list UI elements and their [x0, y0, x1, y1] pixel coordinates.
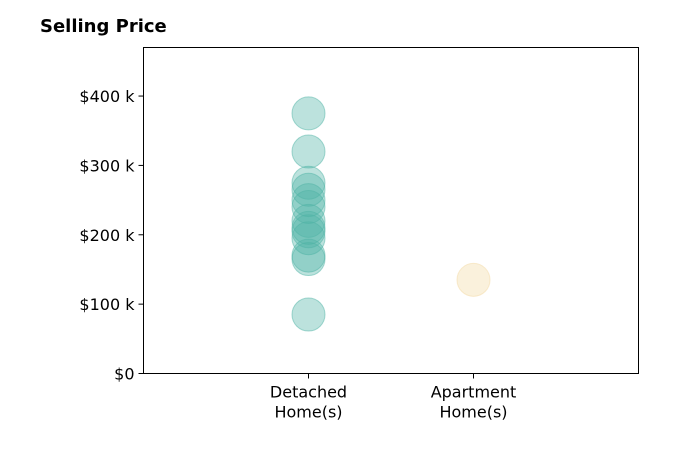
data-point	[291, 210, 326, 245]
data-points	[291, 96, 491, 332]
data-point	[291, 172, 326, 207]
data-point	[291, 134, 326, 169]
x-tick-label: Detached Home(s)	[270, 383, 347, 422]
y-tick-label: $100 k	[79, 295, 135, 314]
data-point	[291, 297, 326, 332]
y-tick-label: $0	[114, 365, 134, 384]
data-point	[291, 221, 326, 256]
data-point	[291, 96, 326, 131]
data-point	[291, 203, 326, 238]
data-point	[291, 238, 326, 273]
y-axis: $0 $100 k $200 k $300 k $400 k	[79, 87, 144, 384]
data-point	[291, 190, 326, 225]
y-tick-label: $400 k	[79, 87, 135, 106]
plot-area-frame	[143, 47, 639, 374]
data-point	[291, 165, 326, 200]
data-point	[456, 262, 491, 297]
x-axis: Detached Home(s) Apartment Home(s)	[270, 373, 517, 422]
data-point	[291, 183, 326, 218]
y-tick-label: $200 k	[79, 226, 135, 245]
chart-title: Selling Price	[40, 16, 167, 37]
x-tick-label: Apartment Home(s)	[431, 383, 517, 422]
y-tick-label: $300 k	[79, 156, 135, 175]
